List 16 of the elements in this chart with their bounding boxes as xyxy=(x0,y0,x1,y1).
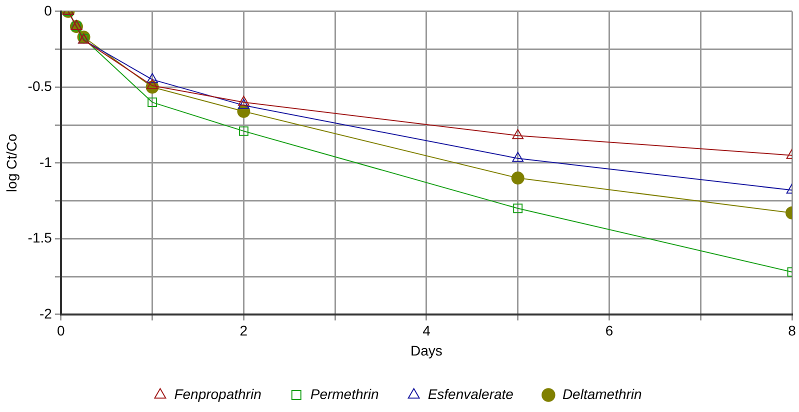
x-tick-label: 0 xyxy=(57,322,66,339)
y-tick-label: -1 xyxy=(39,154,52,170)
y-axis-title: log Ct/Co xyxy=(3,134,20,192)
y-tick-label: -2 xyxy=(39,305,52,322)
x-tick-label: 8 xyxy=(788,322,796,339)
x-tick-label: 4 xyxy=(422,322,431,339)
legend-label: Deltamethrin xyxy=(562,386,642,402)
legend-label: Fenpropathrin xyxy=(174,386,262,402)
x-tick-label: 2 xyxy=(240,322,248,339)
x-tick-label: 6 xyxy=(605,322,614,339)
y-tick-label: 0 xyxy=(44,2,52,18)
x-axis-title: Days xyxy=(410,342,442,358)
legend-label: Permethrin xyxy=(310,386,380,402)
legend-label: Esfenvalerate xyxy=(428,386,514,402)
y-tick-label: -1.5 xyxy=(28,230,52,246)
y-tick-label: -0.5 xyxy=(28,78,52,94)
